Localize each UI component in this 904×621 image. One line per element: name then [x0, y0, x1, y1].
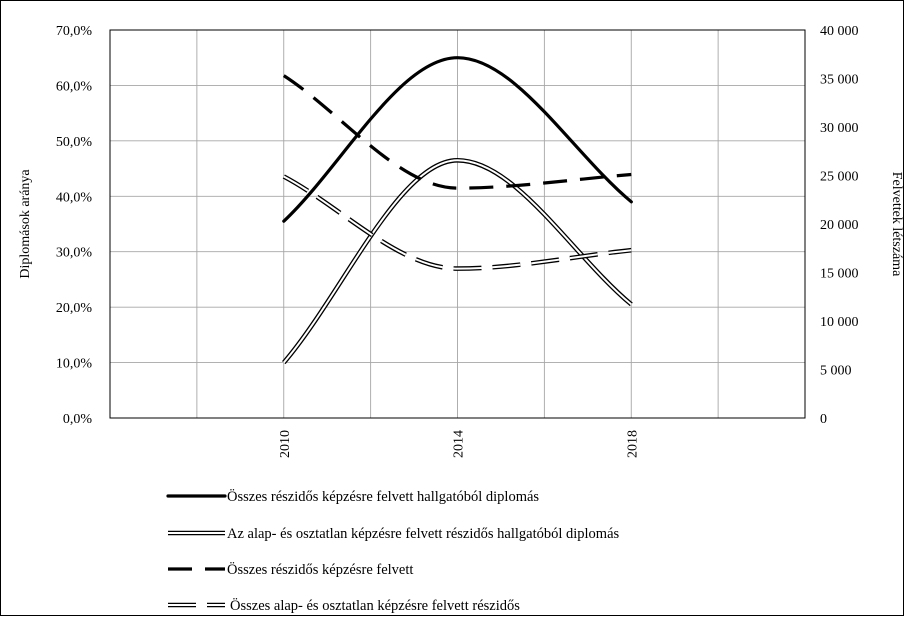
x-tick-label: 2010 [278, 430, 293, 458]
right-tick-label: 25 000 [820, 170, 859, 185]
right-tick-label: 20 000 [820, 218, 859, 233]
series-4 [282, 174, 632, 271]
right-tick-label: 0 [820, 412, 827, 427]
right-axis-title: Felvettek létszáma [889, 172, 904, 277]
legend-item: Összes alap- és osztatlan képzésre felve… [168, 597, 520, 614]
legend: Összes részidős képzésre felvett hallgat… [166, 488, 620, 614]
plot-area [109, 29, 806, 419]
legend-label: Az alap- és osztatlan képzésre felvett r… [227, 526, 620, 542]
series-1-line [282, 56, 633, 223]
left-tick-label: 0,0% [63, 412, 93, 427]
legend-item: Összes részidős képzésre felvett hallgat… [166, 488, 539, 505]
right-tick-label: 10 000 [820, 315, 859, 330]
right-tick-label: 5 000 [820, 364, 852, 379]
right-tick-label: 35 000 [820, 73, 859, 88]
left-tick-label: 10,0% [56, 357, 93, 372]
left-axis-title: Diplomások aránya [18, 169, 33, 279]
series-4-inner [283, 175, 632, 270]
series-2-inner [283, 159, 632, 364]
x-tick-label: 2018 [625, 430, 640, 458]
legend-label: Összes alap- és osztatlan képzésre felve… [230, 597, 520, 614]
left-tick-label: 20,0% [56, 301, 93, 316]
legend-item: Összes részidős képzésre felvett [168, 561, 413, 578]
left-axis-ticks: 0,0% 10,0% 20,0% 30,0% 40,0% 50,0% 60,0% 70,0% [56, 24, 93, 427]
left-tick-label: 40,0% [56, 190, 93, 205]
right-tick-label: 30 000 [820, 121, 859, 136]
left-tick-label: 30,0% [56, 246, 93, 261]
series-layer [282, 56, 633, 365]
legend-item: Az alap- és osztatlan képzésre felvett r… [168, 526, 620, 542]
left-tick-label: 70,0% [56, 24, 93, 39]
right-tick-label: 40 000 [820, 24, 859, 39]
x-axis-ticks: 2010 2014 2018 [278, 430, 641, 458]
legend-label: Összes részidős képzésre felvett [227, 561, 413, 578]
legend-label: Összes részidős képzésre felvett hallgat… [227, 488, 539, 505]
left-tick-label: 60,0% [56, 79, 93, 94]
right-tick-label: 15 000 [820, 267, 859, 282]
x-tick-label: 2014 [452, 430, 467, 458]
right-axis-ticks: 0 5 000 10 000 15 000 20 000 25 000 30 000 35 0… [820, 24, 859, 427]
gridlines [110, 29, 805, 419]
left-tick-label: 50,0% [56, 135, 93, 150]
series-2 [282, 157, 633, 365]
series-1 [282, 56, 633, 223]
